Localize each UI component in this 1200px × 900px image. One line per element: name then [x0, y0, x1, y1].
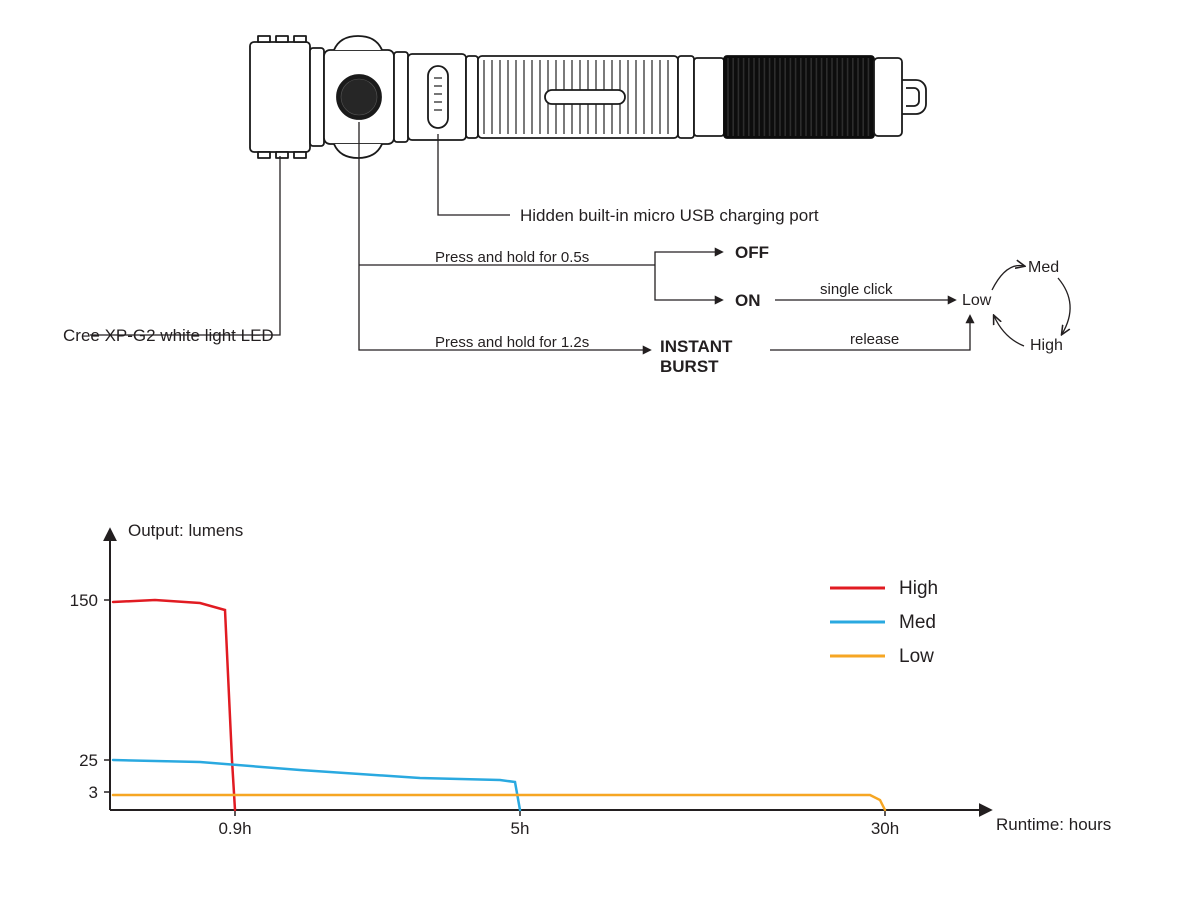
legend-label: High: [899, 578, 938, 599]
flow-press-05: Press and hold for 0.5s: [435, 249, 589, 266]
flow-instant-1: INSTANT: [660, 337, 733, 356]
flow-single-click: single click: [820, 281, 893, 298]
series-low: [113, 795, 885, 810]
series-med: [113, 760, 520, 810]
y-tick: 3: [89, 783, 98, 802]
flow-high: High: [1030, 337, 1063, 354]
flow-on: ON: [735, 291, 761, 310]
flow-instant-2: BURST: [660, 357, 719, 376]
legend-label: Low: [899, 646, 934, 667]
y-tick: 25: [79, 751, 98, 770]
flow-med: Med: [1028, 259, 1059, 276]
flow-off: OFF: [735, 243, 769, 262]
x-tick: 0.9h: [218, 819, 251, 838]
x-tick: 30h: [871, 819, 899, 838]
x-tick: 5h: [511, 819, 530, 838]
y-axis-label: Output: lumens: [128, 521, 243, 540]
y-tick: 150: [70, 591, 98, 610]
legend-label: Med: [899, 612, 936, 633]
flashlight-illustration: [250, 36, 926, 158]
series-high: [113, 600, 235, 810]
flow-press-12: Press and hold for 1.2s: [435, 334, 589, 351]
callout-usb: Hidden built-in micro USB charging port: [520, 206, 819, 225]
flow-low: Low: [962, 292, 992, 309]
x-axis-label: Runtime: hours: [996, 815, 1111, 834]
flow-release: release: [850, 331, 899, 348]
callout-led: Cree XP-G2 white light LED: [63, 326, 274, 345]
